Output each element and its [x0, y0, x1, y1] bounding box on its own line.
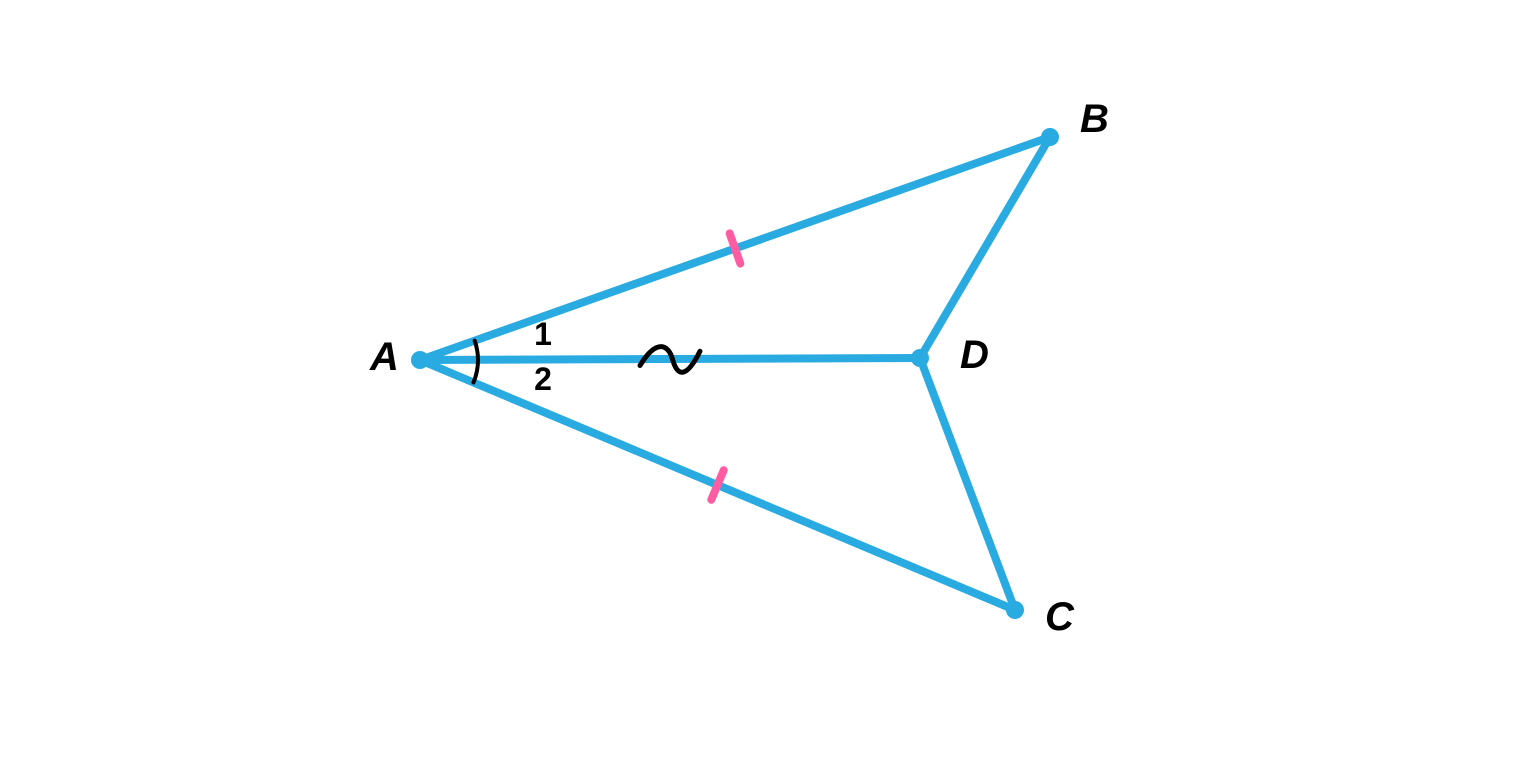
point-A — [411, 351, 429, 369]
edge-BD — [920, 137, 1050, 358]
point-B — [1041, 128, 1059, 146]
tick-AC — [711, 470, 723, 500]
label-C: C — [1045, 595, 1075, 639]
angle-label-2: 2 — [534, 361, 552, 397]
tick-AB — [730, 233, 741, 263]
label-B: B — [1080, 97, 1109, 141]
edges-group — [420, 137, 1050, 610]
ticks-group — [711, 233, 740, 499]
label-D: D — [960, 333, 989, 377]
point-C — [1006, 601, 1024, 619]
point-D — [911, 349, 929, 367]
geometry-diagram: A B C D 1 2 — [0, 0, 1536, 774]
angle-label-1: 1 — [534, 316, 552, 352]
label-A: A — [369, 335, 399, 379]
